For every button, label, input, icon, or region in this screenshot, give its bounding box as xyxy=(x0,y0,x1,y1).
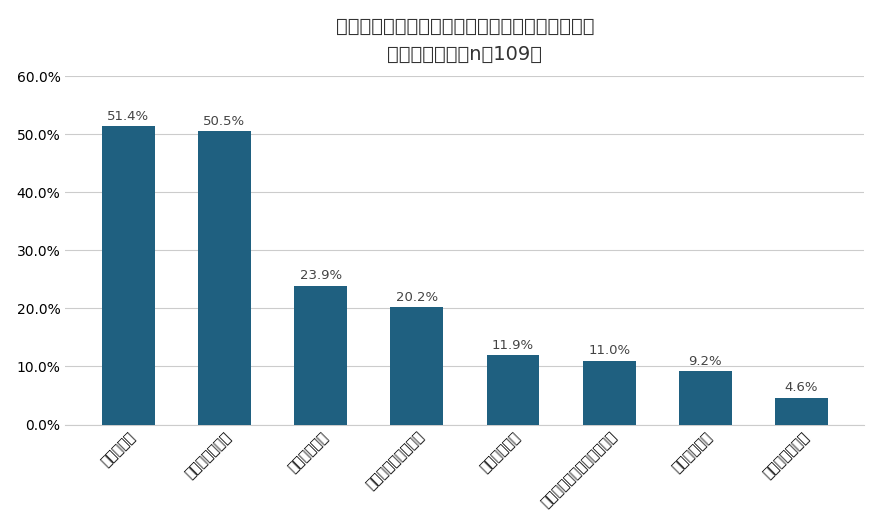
Bar xyxy=(198,131,251,425)
Text: 20.2%: 20.2% xyxy=(396,291,438,304)
Text: 23.9%: 23.9% xyxy=(300,269,342,282)
Text: 50.5%: 50.5% xyxy=(204,115,246,128)
Title: 自宅のトイレの不満や後悔はどんなことですか？
（複数選択可・n＝109）: 自宅のトイレの不満や後悔はどんなことですか？ （複数選択可・n＝109） xyxy=(336,17,594,64)
Text: 11.9%: 11.9% xyxy=(492,339,534,352)
Bar xyxy=(390,307,443,425)
Text: 9.2%: 9.2% xyxy=(689,355,722,368)
Bar xyxy=(775,398,828,425)
Text: 4.6%: 4.6% xyxy=(785,382,818,394)
Text: 51.4%: 51.4% xyxy=(107,110,149,123)
Bar xyxy=(582,360,635,425)
Bar xyxy=(486,355,539,425)
Bar xyxy=(294,286,347,425)
Bar xyxy=(101,126,155,425)
Text: 11.0%: 11.0% xyxy=(589,344,630,357)
Bar xyxy=(679,371,732,425)
